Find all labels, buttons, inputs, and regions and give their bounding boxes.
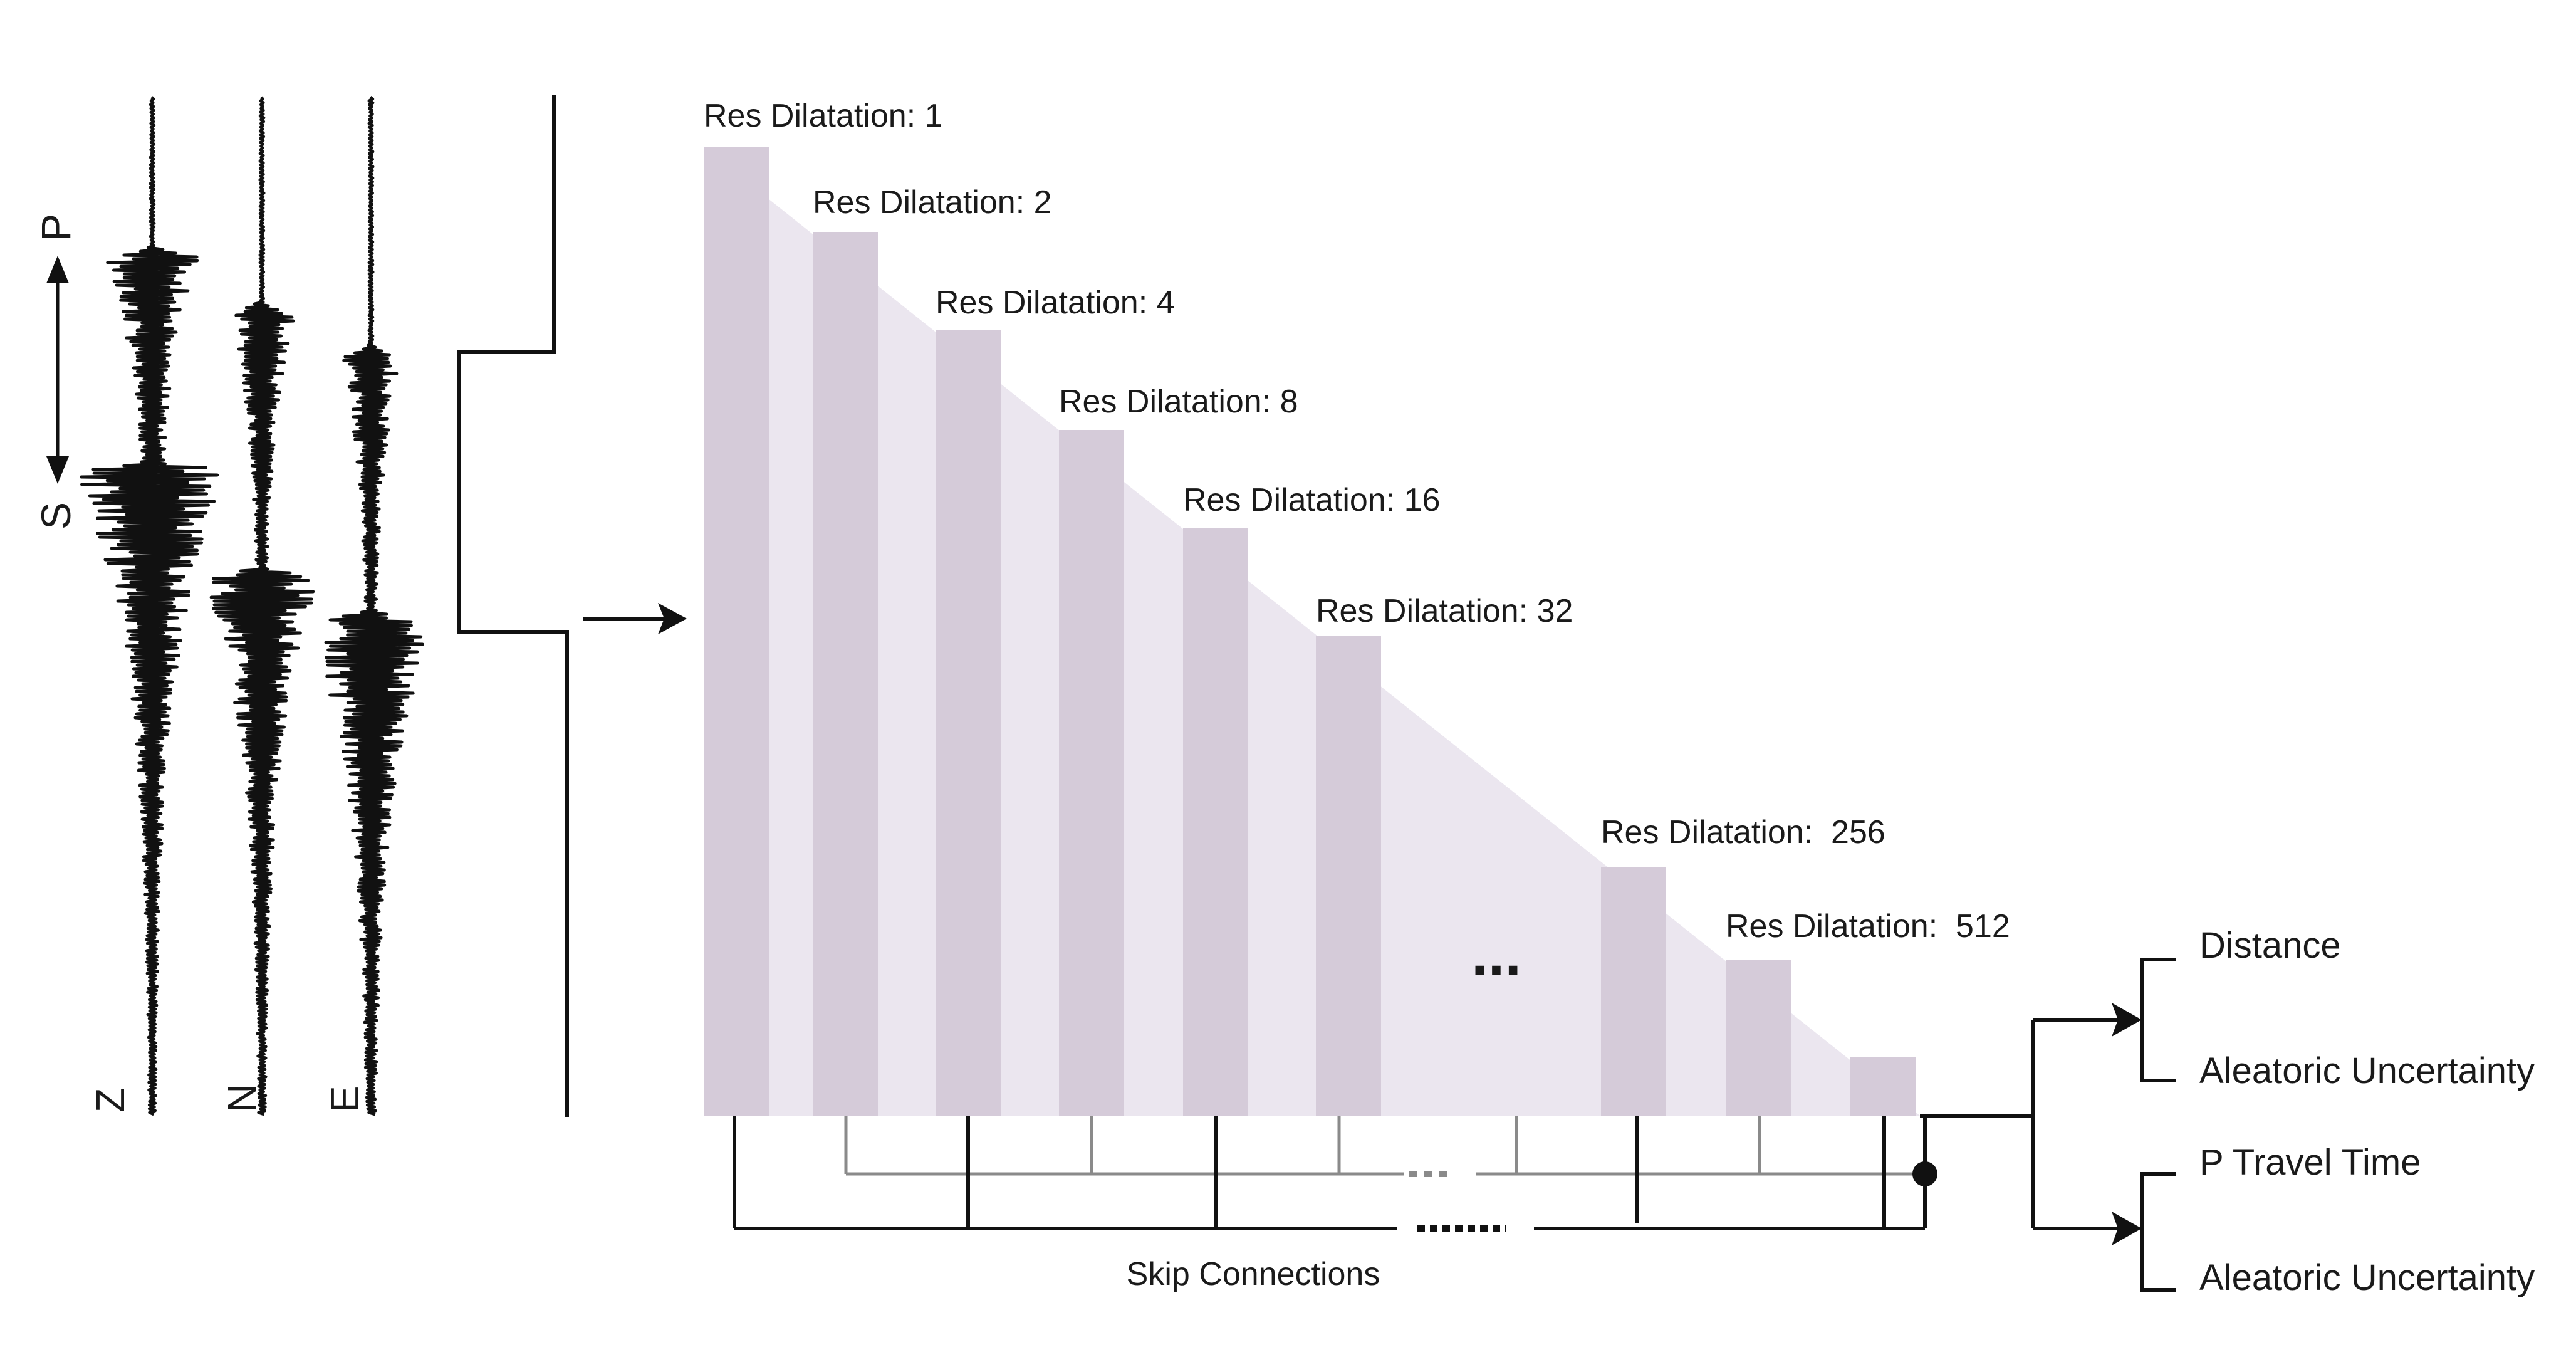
channel-label-e: E: [322, 1086, 367, 1113]
trace-e: [324, 96, 424, 1116]
skip-connections-label: Skip Connections: [1127, 1256, 1380, 1292]
res-block-label-8: Res Dilatation: 256: [1601, 814, 1885, 851]
res-block-10: [1850, 1057, 1916, 1116]
phase-label-s: S: [33, 502, 79, 530]
res-block-6: [1316, 636, 1381, 1116]
res-block-2: [813, 232, 878, 1116]
res-block-8: [1601, 867, 1666, 1116]
res-block-5: [1183, 528, 1248, 1116]
trace-n: [209, 96, 315, 1116]
output-travel-time-uncertainty: Aleatoric Uncertainty: [2199, 1257, 2535, 1298]
output-heads: Distance Aleatoric Uncertainty P Travel …: [1920, 925, 2535, 1298]
window-bracket: [457, 95, 569, 1117]
res-block-9: [1726, 960, 1791, 1116]
res-block-label-3: Res Dilatation: 4: [936, 285, 1175, 321]
seismogram-panel: Z N E P S: [33, 95, 569, 1117]
res-block-label-2: Res Dilatation: 2: [813, 184, 1052, 221]
output-travel-time: P Travel Time: [2199, 1142, 2421, 1183]
network-panel: Res Dilatation: 1 Res Dilatation: 2 Res Di…: [704, 98, 2010, 1292]
phase-label-p: P: [33, 214, 79, 241]
output-distance: Distance: [2199, 925, 2341, 966]
block-ellipsis: ...: [1471, 921, 1521, 988]
bracket-lower: [2140, 1172, 2176, 1292]
channel-label-z: Z: [88, 1088, 133, 1113]
bracket-upper: [2140, 958, 2176, 1082]
res-block-label-1: Res Dilatation: 1: [704, 98, 943, 134]
res-block-label-9: Res Dilatation: 512: [1726, 908, 2010, 945]
output-distance-uncertainty: Aleatoric Uncertainty: [2199, 1050, 2535, 1091]
input-arrow: [583, 603, 687, 634]
trace-z: [80, 96, 219, 1116]
res-block-4: [1059, 430, 1124, 1116]
channel-label-n: N: [219, 1084, 264, 1113]
res-block-label-6: Res Dilatation: 32: [1316, 593, 1573, 629]
res-block-3: [936, 330, 1001, 1116]
res-block-label-5: Res Dilatation: 16: [1183, 482, 1440, 518]
res-block-1: [704, 147, 769, 1116]
ps-interval-arrow: [46, 256, 69, 484]
skip-connections: [733, 1116, 1937, 1232]
res-block-label-4: Res Dilatation: 8: [1059, 384, 1298, 420]
